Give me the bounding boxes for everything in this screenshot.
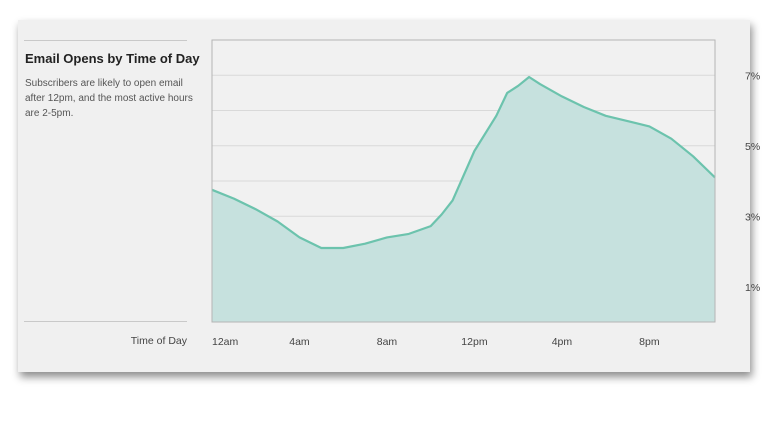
x-tick-label: 4am [289, 336, 310, 348]
x-tick-label: 12pm [461, 336, 488, 348]
x-tick-label: 8am [377, 336, 398, 348]
series-line [211, 75, 716, 250]
x-tick-label: 8pm [639, 336, 660, 348]
chart-description: Subscribers are likely to open email aft… [25, 78, 193, 119]
x-tick-label: 12am [212, 336, 239, 348]
x-tick-label: 4pm [552, 336, 573, 348]
y-tick-label: 1% [745, 282, 760, 294]
series-area [212, 77, 715, 322]
y-tick-label: 5% [745, 141, 760, 153]
chart-title: Email Opens by Time of Day [25, 51, 200, 66]
plot-border [211, 39, 716, 323]
y-tick-label: 3% [745, 211, 760, 223]
x-axis-title: Time of Day [130, 335, 187, 347]
y-tick-label: 7% [745, 70, 760, 82]
sidebar-bottom-rule [24, 321, 187, 322]
sidebar-top-rule [24, 40, 187, 41]
